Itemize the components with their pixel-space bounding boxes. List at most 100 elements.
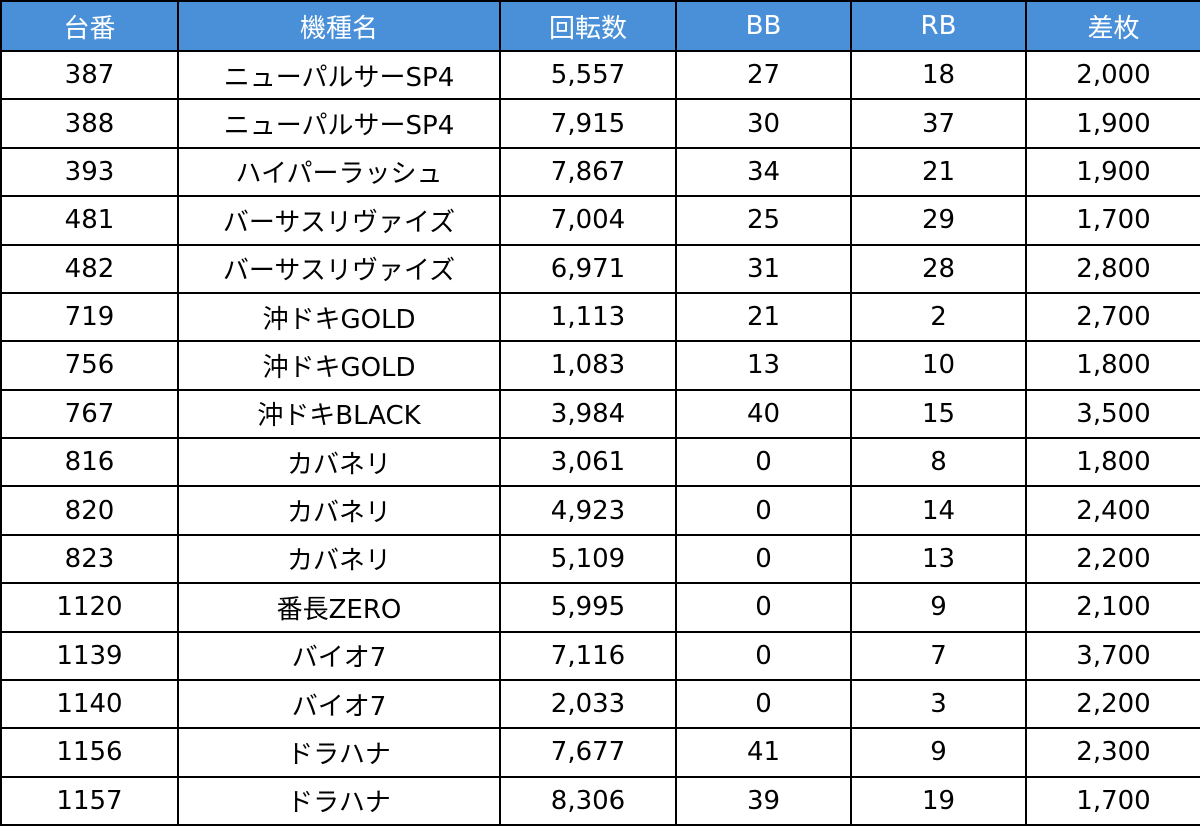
header-difference: 差枚	[1025, 0, 1200, 52]
cell-spin-count: 7,915	[499, 98, 677, 149]
cell-machine-name: カバネリ	[177, 485, 501, 536]
cell-machine-number: 388	[0, 98, 179, 149]
cell-difference: 1,900	[1025, 98, 1200, 149]
cell-machine-name: ニューパルサーSP4	[177, 98, 501, 149]
cell-spin-count: 1,113	[499, 291, 677, 343]
cell-difference: 1,800	[1025, 436, 1200, 488]
cell-rb: 14	[850, 485, 1027, 536]
cell-machine-name: 沖ドキGOLD	[177, 340, 501, 391]
cell-spin-count: 5,995	[499, 582, 677, 633]
cell-bb: 0	[675, 485, 852, 536]
table-row: 756 沖ドキGOLD 1,083 13 10 1,800	[0, 340, 1200, 391]
cell-machine-number: 482	[0, 243, 179, 294]
table-row: 481 バーサスリヴァイズ 7,004 25 29 1,700	[0, 195, 1200, 246]
cell-bb: 0	[675, 630, 852, 681]
cell-rb: 21	[850, 146, 1027, 198]
cell-machine-name: カバネリ	[177, 436, 501, 488]
cell-difference: 2,400	[1025, 485, 1200, 536]
table-row: 823 カバネリ 5,109 0 13 2,200	[0, 533, 1200, 585]
cell-rb: 9	[850, 727, 1027, 778]
cell-spin-count: 8,306	[499, 775, 677, 826]
cell-machine-number: 1140	[0, 678, 179, 730]
cell-rb: 13	[850, 533, 1027, 585]
cell-spin-count: 7,004	[499, 195, 677, 246]
table-row: 393 ハイパーラッシュ 7,867 34 21 1,900	[0, 146, 1200, 198]
cell-difference: 2,300	[1025, 727, 1200, 778]
cell-spin-count: 4,923	[499, 485, 677, 536]
cell-bb: 31	[675, 243, 852, 294]
table-row: 1157 ドラハナ 8,306 39 19 1,700	[0, 775, 1200, 826]
cell-rb: 37	[850, 98, 1027, 149]
cell-rb: 8	[850, 436, 1027, 488]
cell-difference: 2,800	[1025, 243, 1200, 294]
cell-machine-number: 820	[0, 485, 179, 536]
cell-bb: 0	[675, 533, 852, 585]
cell-rb: 29	[850, 195, 1027, 246]
table-row: 1140 バイオ7 2,033 0 3 2,200	[0, 678, 1200, 730]
table-row: 387 ニューパルサーSP4 5,557 27 18 2,000	[0, 49, 1200, 101]
cell-bb: 41	[675, 727, 852, 778]
cell-difference: 1,700	[1025, 195, 1200, 246]
cell-difference: 1,900	[1025, 146, 1200, 198]
header-rb: RB	[850, 0, 1027, 52]
cell-rb: 19	[850, 775, 1027, 826]
cell-bb: 25	[675, 195, 852, 246]
table-row: 820 カバネリ 4,923 0 14 2,400	[0, 485, 1200, 536]
cell-bb: 39	[675, 775, 852, 826]
cell-rb: 18	[850, 49, 1027, 101]
table-row: 719 沖ドキGOLD 1,113 21 2 2,700	[0, 291, 1200, 343]
cell-spin-count: 6,971	[499, 243, 677, 294]
cell-rb: 15	[850, 388, 1027, 440]
cell-machine-name: 沖ドキBLACK	[177, 388, 501, 440]
table-row: 767 沖ドキBLACK 3,984 40 15 3,500	[0, 388, 1200, 440]
cell-machine-number: 1139	[0, 630, 179, 681]
header-bb: BB	[675, 0, 852, 52]
cell-machine-number: 387	[0, 49, 179, 101]
cell-machine-number: 767	[0, 388, 179, 440]
cell-spin-count: 3,061	[499, 436, 677, 488]
cell-bb: 27	[675, 49, 852, 101]
cell-machine-number: 719	[0, 291, 179, 343]
cell-spin-count: 3,984	[499, 388, 677, 440]
cell-machine-name: ニューパルサーSP4	[177, 49, 501, 101]
cell-machine-number: 481	[0, 195, 179, 246]
cell-rb: 28	[850, 243, 1027, 294]
cell-machine-name: 沖ドキGOLD	[177, 291, 501, 343]
cell-spin-count: 1,083	[499, 340, 677, 391]
table-row: 816 カバネリ 3,061 0 8 1,800	[0, 436, 1200, 488]
table-row: 1139 バイオ7 7,116 0 7 3,700	[0, 630, 1200, 681]
cell-difference: 1,700	[1025, 775, 1200, 826]
table-row: 1120 番長ZERO 5,995 0 9 2,100	[0, 582, 1200, 633]
header-row: 台番 機種名 回転数 BB RB 差枚	[0, 0, 1200, 52]
cell-machine-name: カバネリ	[177, 533, 501, 585]
cell-spin-count: 5,109	[499, 533, 677, 585]
cell-rb: 3	[850, 678, 1027, 730]
cell-machine-name: バイオ7	[177, 630, 501, 681]
cell-machine-number: 823	[0, 533, 179, 585]
cell-bb: 0	[675, 436, 852, 488]
cell-rb: 10	[850, 340, 1027, 391]
table-row: 1156 ドラハナ 7,677 41 9 2,300	[0, 727, 1200, 778]
cell-difference: 2,100	[1025, 582, 1200, 633]
cell-bb: 34	[675, 146, 852, 198]
cell-bb: 0	[675, 582, 852, 633]
cell-machine-number: 1120	[0, 582, 179, 633]
cell-difference: 2,700	[1025, 291, 1200, 343]
cell-rb: 9	[850, 582, 1027, 633]
cell-spin-count: 7,677	[499, 727, 677, 778]
header-spin-count: 回転数	[499, 0, 677, 52]
cell-spin-count: 7,116	[499, 630, 677, 681]
cell-machine-name: ドラハナ	[177, 775, 501, 826]
cell-rb: 2	[850, 291, 1027, 343]
cell-machine-name: 番長ZERO	[177, 582, 501, 633]
cell-spin-count: 2,033	[499, 678, 677, 730]
cell-machine-name: バーサスリヴァイズ	[177, 195, 501, 246]
table-row: 388 ニューパルサーSP4 7,915 30 37 1,900	[0, 98, 1200, 149]
cell-machine-name: ハイパーラッシュ	[177, 146, 501, 198]
cell-difference: 1,800	[1025, 340, 1200, 391]
cell-machine-number: 816	[0, 436, 179, 488]
table-header: 台番 機種名 回転数 BB RB 差枚	[0, 0, 1200, 52]
cell-difference: 3,700	[1025, 630, 1200, 681]
cell-spin-count: 7,867	[499, 146, 677, 198]
